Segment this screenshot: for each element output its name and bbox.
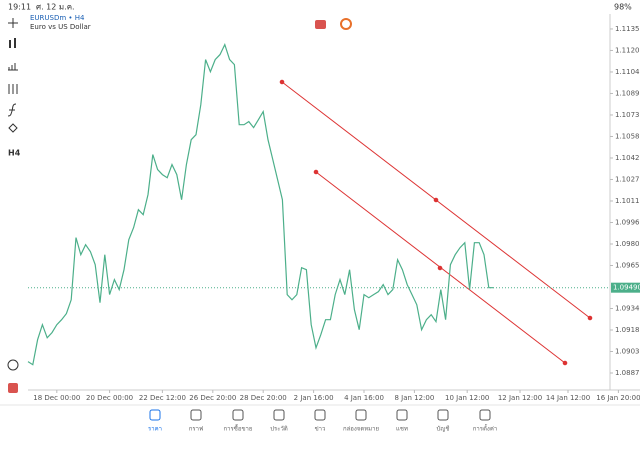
tab-label[interactable]: แชท: [396, 426, 408, 433]
x-tick-label: 16 Jan 20:00: [596, 394, 640, 402]
x-tick-label: 4 Jan 16:00: [344, 394, 384, 402]
y-tick-label: 1.09650: [615, 261, 640, 269]
y-tick-label: 1.09340: [615, 304, 640, 312]
function-tool[interactable]: [7, 103, 17, 117]
tab-label[interactable]: กราฟ: [189, 426, 203, 433]
tab-label[interactable]: กล่องจดหมาย: [343, 426, 379, 433]
y-tick-label: 1.10115: [615, 197, 640, 205]
tab-icon[interactable]: [396, 409, 408, 421]
shapes-tool[interactable]: [8, 123, 18, 133]
tab-icon[interactable]: [479, 409, 491, 421]
x-tick-label: 22 Dec 12:00: [139, 394, 186, 402]
tab-label[interactable]: ข่าว: [315, 426, 326, 433]
tab-label[interactable]: ราคา: [148, 426, 162, 433]
tab-icon[interactable]: [314, 409, 326, 421]
trend-handle[interactable]: [437, 265, 443, 271]
x-tick-label: 10 Jan 12:00: [445, 394, 489, 402]
tab-label[interactable]: บัญชี: [437, 425, 450, 433]
symbol-title[interactable]: EURUSDm • H4: [30, 14, 85, 22]
status-date: ศ. 12 ม.ค.: [36, 3, 75, 12]
symbol-subtitle: Euro vs US Dollar: [30, 23, 91, 31]
trend-lines: [279, 79, 593, 366]
y-tick-label: 1.10580: [615, 132, 640, 140]
tab-icon[interactable]: [273, 409, 285, 421]
price-line: [27, 42, 494, 366]
tab-icon[interactable]: [232, 409, 244, 421]
y-tick-label: 1.10270: [615, 175, 640, 183]
trend-handle[interactable]: [562, 360, 568, 366]
y-tick-label: 1.09805: [615, 240, 640, 248]
crosshair-tool[interactable]: [8, 18, 18, 28]
x-tick-label: 12 Jan 12:00: [498, 394, 542, 402]
y-tick-label: 1.10735: [615, 111, 640, 119]
trend-handle[interactable]: [433, 197, 439, 203]
x-tick-label: 20 Dec 00:00: [86, 394, 133, 402]
y-tick-label: 1.1089: [615, 89, 640, 97]
y-tick-label: 1.09960: [615, 218, 640, 226]
trend-handle[interactable]: [587, 315, 593, 321]
trend-handle[interactable]: [313, 169, 319, 175]
x-tick-label: 2 Jan 16:00: [294, 394, 334, 402]
left-toolbar: [7, 18, 19, 393]
y-tick-label: 1.10425: [615, 154, 640, 162]
indicator-icon[interactable]: [340, 18, 352, 30]
tab-label[interactable]: การซื้อขาย: [224, 423, 253, 433]
x-tick-label: 8 Jan 12:00: [394, 394, 434, 402]
tab-label[interactable]: การตั้งค่า: [473, 423, 497, 433]
y-tick-label: 1.09185: [615, 326, 640, 334]
status-battery: 98%: [614, 3, 632, 12]
x-tick-label: 26 Dec 20:00: [189, 394, 236, 402]
tab-icon[interactable]: [355, 409, 367, 421]
indicators-tool[interactable]: [8, 84, 18, 94]
current-price-label: 1.09490: [613, 284, 640, 292]
x-tick-label: 18 Dec 00:00: [33, 394, 80, 402]
y-tick-label: 1.08875: [615, 369, 640, 377]
tab-icon[interactable]: [149, 409, 161, 421]
bars-tool[interactable]: [8, 63, 18, 71]
y-tick-label: 1.09030: [615, 348, 640, 356]
x-tick-label: 14 Jan 12:00: [546, 394, 590, 402]
y-tick-label: 1.11045: [615, 68, 640, 76]
trade-icon[interactable]: [315, 20, 326, 29]
x-tick-label: 28 Dec 20:00: [240, 394, 287, 402]
tab-label[interactable]: ประวัติ: [270, 426, 288, 433]
trade-tool[interactable]: [8, 383, 18, 393]
current-price-box: [611, 282, 640, 293]
y-tick-label: 1.11200: [615, 46, 640, 54]
status-time: 19:11: [8, 3, 31, 12]
y-tick-label: 1.11355: [615, 25, 640, 33]
timeframe-button[interactable]: H4: [8, 149, 21, 158]
tab-icon[interactable]: [190, 409, 202, 421]
clock-tool[interactable]: [7, 359, 19, 371]
candles-tool[interactable]: [9, 38, 16, 48]
trend-handle[interactable]: [279, 79, 285, 85]
tab-icon[interactable]: [437, 409, 449, 421]
